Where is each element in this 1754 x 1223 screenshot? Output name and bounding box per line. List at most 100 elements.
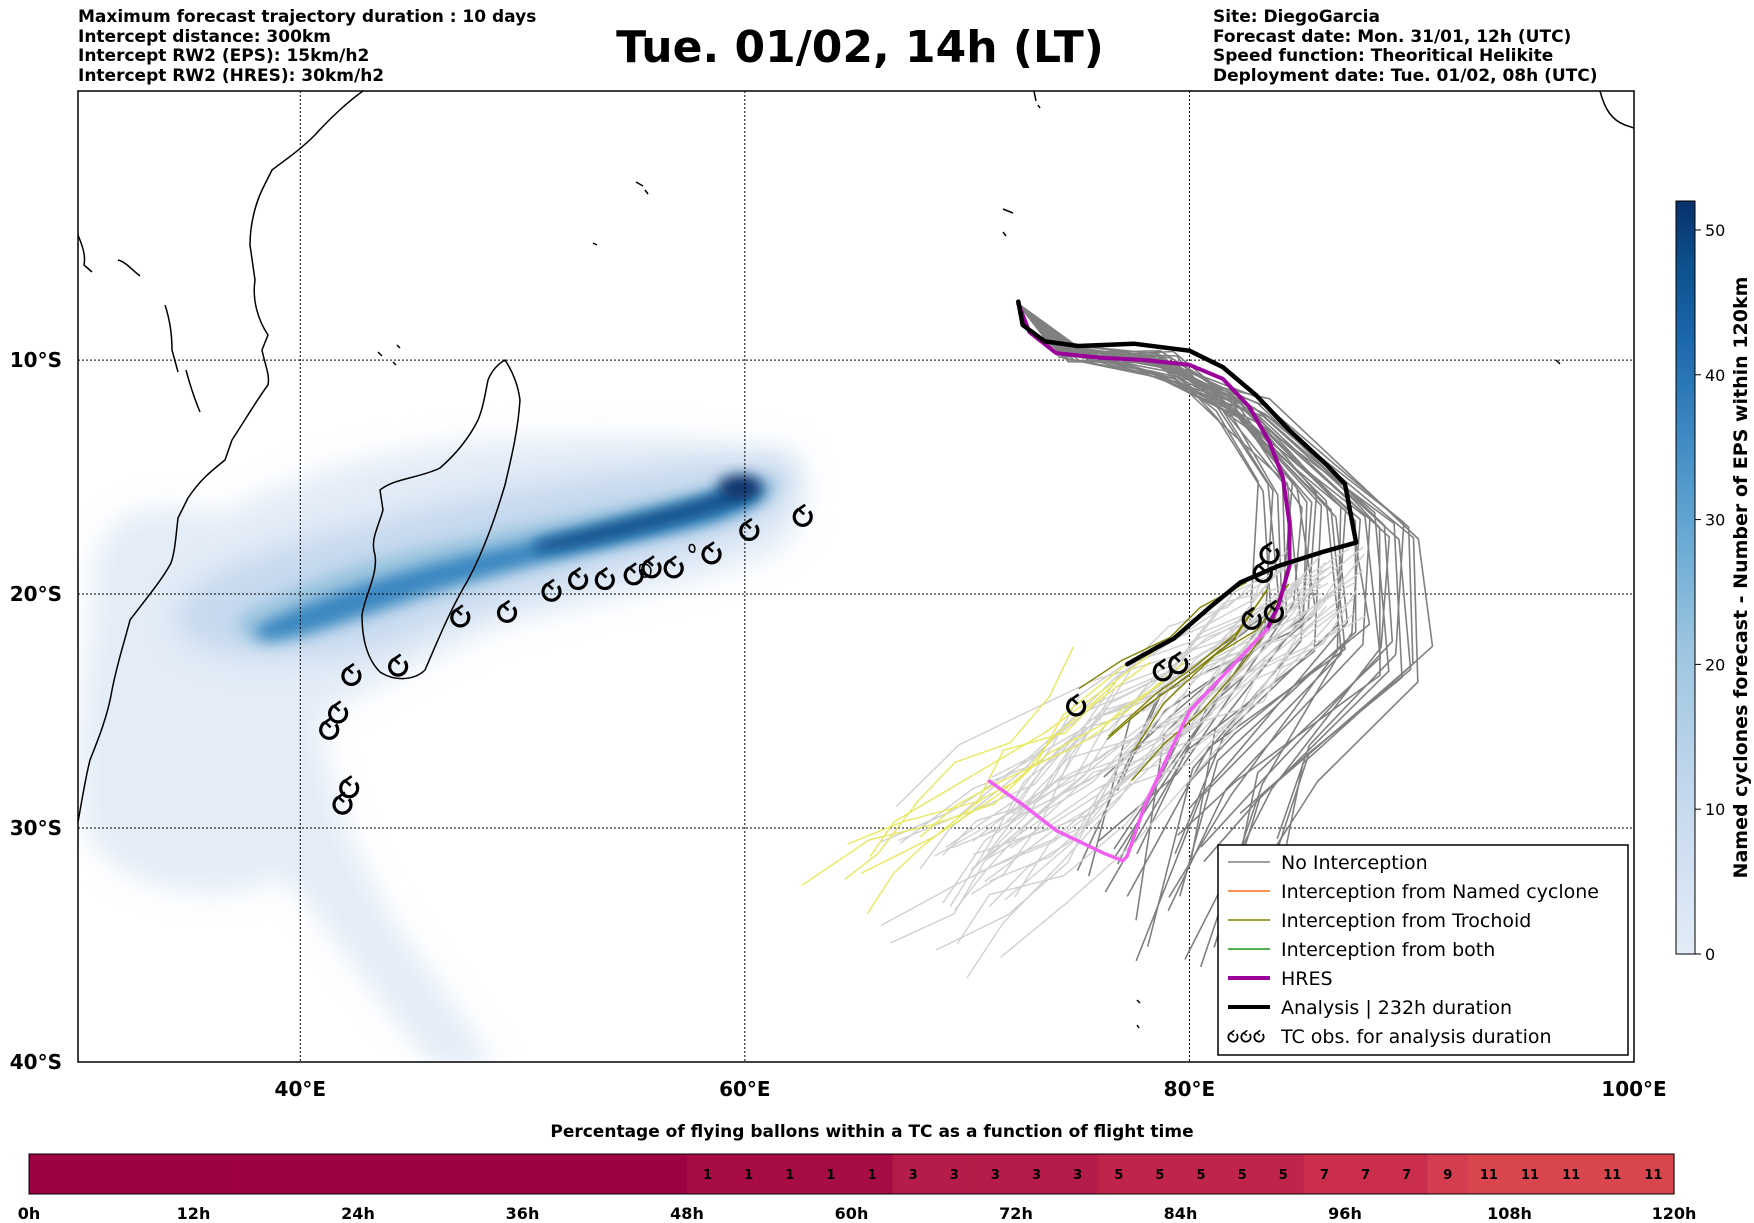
colorbar-tick-label: 20 [1705, 655, 1725, 674]
strip-cell [1427, 1154, 1469, 1194]
x-tick-label: 40°E [275, 1077, 327, 1101]
y-tick-label: 20°S [10, 582, 62, 606]
eps-track-no-interception [1017, 303, 1434, 875]
strip-cell-value: 1 [785, 1168, 794, 1183]
lake-tanganyika [164, 304, 179, 373]
strip-cell [1632, 1154, 1675, 1194]
colorbar-gradient [1675, 200, 1696, 955]
strip-tick-label: 24h [341, 1204, 375, 1223]
map-frame [77, 90, 1635, 1063]
strip-cell [1098, 1154, 1140, 1194]
trochoid-interception-track [1108, 590, 1268, 737]
strip-cell [1180, 1154, 1223, 1194]
eps-track-southwest [844, 646, 1074, 880]
eps-track-no-interception [1017, 303, 1414, 948]
strip-cell [1221, 1154, 1264, 1194]
strip-cell [399, 1154, 441, 1194]
strip-cell-value: 1 [744, 1168, 753, 1183]
hres-track-late [987, 627, 1269, 863]
strip-cell-value: 3 [950, 1168, 959, 1183]
header-right-line: Site: DiegoGarcia [1213, 7, 1380, 27]
trochoid-interception-track [1078, 581, 1247, 690]
trochoid-interception-track [1131, 617, 1277, 781]
strip-cell [1303, 1154, 1346, 1194]
strip-cell [810, 1154, 853, 1194]
trajectory-tracks [801, 299, 1434, 978]
header-right-line: Deployment date: Tue. 01/02, 08h (UTC) [1213, 65, 1598, 86]
strip-cell [1509, 1154, 1552, 1194]
colorbar-title: Named cyclones forecast - Number of EPS … [1730, 277, 1752, 879]
eps-track-southwest [919, 677, 1170, 838]
strip-cell-value: 3 [1032, 1168, 1041, 1183]
strip-cell [1386, 1154, 1428, 1194]
eps-track-later [1004, 615, 1366, 901]
eps-track-later [970, 593, 1348, 872]
hres-track [1016, 301, 1292, 632]
madagascar-coastline [361, 359, 521, 680]
header-left-line: Intercept RW2 (EPS): 15km/h2 [78, 46, 370, 66]
strip-cell-value: 3 [1073, 1168, 1082, 1183]
maldives-islands [1033, 91, 1041, 109]
lake-victoria [117, 259, 141, 277]
legend-label: TC obs. for analysis duration [1280, 1026, 1552, 1048]
strip-cell [234, 1154, 277, 1194]
legend-label: Interception from both [1281, 939, 1495, 961]
strip-cell-value: 5 [1279, 1168, 1288, 1183]
strip-cell-value: 1 [703, 1168, 712, 1183]
strip-cell [563, 1154, 606, 1194]
x-tick-label: 100°E [1601, 1077, 1666, 1101]
strip-cell [193, 1154, 236, 1194]
eps-density-field [79, 436, 806, 1062]
eps-track-later [989, 592, 1322, 882]
strip-cell-value: 7 [1402, 1168, 1411, 1183]
header-left-line: Intercept RW2 (HRES): 30km/h2 [78, 65, 385, 86]
strip-cell-value: 5 [1114, 1168, 1123, 1183]
lake-malawi [185, 369, 201, 413]
legend-label: No Interception [1281, 852, 1428, 874]
colorbar-tick-label: 30 [1705, 511, 1725, 530]
eps-track-later [951, 584, 1315, 849]
strip-cell [645, 1154, 688, 1194]
eps-track-later [1022, 569, 1364, 812]
y-tick-label: 30°S [10, 816, 62, 840]
strip-cell-value: 5 [1197, 1168, 1206, 1183]
map-gridlines [78, 91, 1634, 1062]
strip-cell [481, 1154, 524, 1194]
chart-title: Tue. 01/02, 14h (LT) [616, 22, 1104, 73]
colorbar-tick-label: 50 [1705, 221, 1725, 240]
strip-cell-value: 11 [1603, 1168, 1621, 1183]
strip-tick-label: 0h [18, 1204, 41, 1223]
strip-cell-value: 11 [1644, 1168, 1662, 1183]
strip-cell [892, 1154, 935, 1194]
header-left-line: Intercept distance: 300km [78, 26, 331, 47]
arabia-horn-coastline [78, 234, 93, 273]
colorbar-tick-label: 0 [1705, 945, 1715, 964]
colorbar-tick-label: 40 [1705, 366, 1725, 385]
flight-time-strip: Percentage of flying ballons within a TC… [18, 1122, 1697, 1223]
x-tick-label: 80°E [1164, 1077, 1216, 1101]
density-level-5 [533, 485, 755, 552]
strip-cell [1139, 1154, 1182, 1194]
strip-cell [1057, 1154, 1099, 1194]
strip-tick-label: 108h [1487, 1204, 1532, 1223]
strip-cell [1016, 1154, 1058, 1194]
strip-cell-value: 5 [1238, 1168, 1247, 1183]
map-legend: No Interception Interception from Named c… [1217, 844, 1629, 1056]
strip-tick-label: 60h [835, 1204, 869, 1223]
strip-cell [358, 1154, 400, 1194]
strip-cell [440, 1154, 482, 1194]
kerguelen-island [1136, 999, 1141, 1029]
strip-cell [769, 1154, 811, 1194]
legend-label: Interception from Named cyclone [1281, 881, 1599, 903]
strip-tick-label: 12h [177, 1204, 211, 1223]
legend-label: Analysis | 232h duration [1281, 997, 1512, 1019]
strip-cell-value: 9 [1443, 1168, 1452, 1183]
strip-cell-value: 3 [991, 1168, 1000, 1183]
eps-track-no-interception [1017, 303, 1317, 855]
legend-box [1217, 844, 1629, 1056]
x-tick-label: 60°E [719, 1077, 771, 1101]
strip-cell [316, 1154, 359, 1194]
strip-title: Percentage of flying ballons within a TC… [550, 1122, 1193, 1142]
strip-frame [28, 1153, 1675, 1195]
strip-cell [1262, 1154, 1305, 1194]
